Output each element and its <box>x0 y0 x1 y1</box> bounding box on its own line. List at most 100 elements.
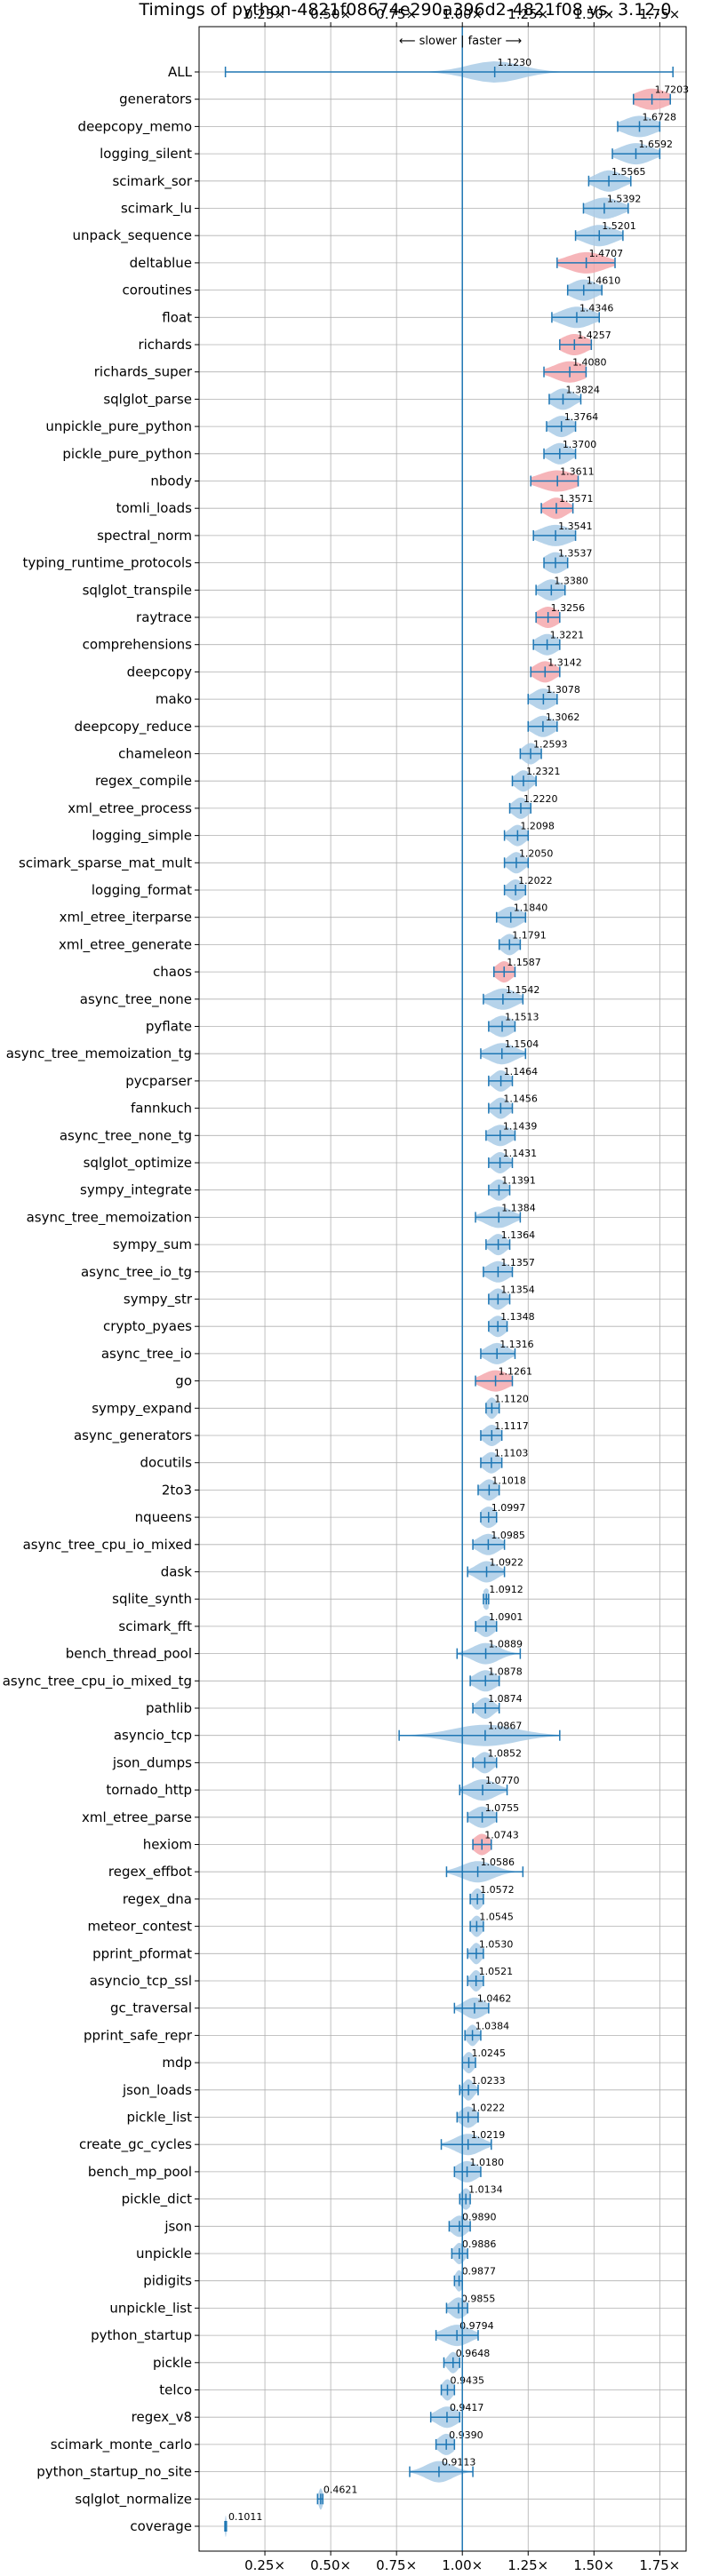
value-label: 1.2022 <box>518 875 553 886</box>
benchmark-label: mdp <box>162 2055 192 2071</box>
value-label: 1.2050 <box>519 847 554 859</box>
value-label: 0.9877 <box>462 2266 497 2278</box>
value-label: 1.3062 <box>546 712 580 723</box>
x-tick-label-top: 1.75× <box>639 6 680 22</box>
value-label: 1.1316 <box>499 1339 534 1350</box>
value-label: 1.1120 <box>494 1393 529 1404</box>
benchmark-label: sqlglot_optimize <box>84 1155 192 1172</box>
grid-layer <box>199 27 686 2551</box>
value-label: 1.4707 <box>589 248 624 259</box>
x-tick-label-top: 1.50× <box>573 6 614 22</box>
value-label: 1.3256 <box>551 602 586 614</box>
benchmark-label: async_generators <box>74 1427 192 1444</box>
value-label: 1.6728 <box>643 111 677 123</box>
value-label: 1.1439 <box>503 1120 538 1132</box>
benchmark-label: docutils <box>140 1455 193 1471</box>
benchmark-label: raytrace <box>136 609 192 625</box>
value-label: 1.4346 <box>579 302 614 314</box>
benchmark-label: regex_v8 <box>132 2409 192 2426</box>
benchmark-label: chameleon <box>118 746 192 762</box>
value-label: 1.1357 <box>500 1257 535 1268</box>
benchmark-label: scimark_sor <box>112 173 192 190</box>
value-label: 1.0245 <box>471 2047 506 2059</box>
benchmark-label: bench_thread_pool <box>66 1646 192 1663</box>
benchmark-label: float <box>162 309 192 325</box>
benchmark-label: pycparser <box>125 1073 193 1089</box>
x-tick-label-bottom: 1.00× <box>442 2557 483 2573</box>
value-label: 1.1542 <box>506 984 540 996</box>
value-label: 0.9890 <box>462 2211 497 2222</box>
value-label: 0.9417 <box>450 2402 483 2413</box>
benchmark-label: dask <box>161 1564 193 1580</box>
value-label: 1.0743 <box>484 1830 519 1841</box>
benchmark-label: scimark_lu <box>121 201 192 218</box>
benchmark-label: chaos <box>153 964 192 980</box>
benchmark-label: async_tree_cpu_io_mixed_tg <box>3 1673 192 1690</box>
x-tick-label-top: 1.00× <box>442 6 483 22</box>
value-label: 0.9886 <box>462 2238 497 2250</box>
benchmark-label: async_tree_io <box>101 1346 192 1363</box>
value-label: 1.0530 <box>479 1938 514 1950</box>
x-tick-label-bottom: 0.25× <box>244 2557 285 2573</box>
value-label: 1.0384 <box>475 2020 510 2031</box>
benchmark-label: nqueens <box>135 1509 192 1525</box>
value-label: 0.4621 <box>324 2484 358 2495</box>
violin-layer: 1.1230 1.7203 1.6728 1.6592 1.5565 1.5392 1.52… <box>224 27 689 2551</box>
benchmark-label: xml_etree_process <box>68 800 192 817</box>
value-label: 1.0985 <box>491 1530 525 1541</box>
benchmark-label: mako <box>156 691 192 707</box>
benchmark-label: xml_etree_iterparse <box>60 910 192 926</box>
x-tick-label-top: 0.75× <box>376 6 417 22</box>
benchmark-label: sympy_sum <box>113 1236 192 1253</box>
value-label: 1.0572 <box>480 1884 515 1896</box>
value-label: 1.3824 <box>565 384 600 395</box>
benchmark-label: 2to3 <box>162 1482 192 1498</box>
value-label: 0.9855 <box>461 2293 496 2304</box>
value-label: 1.0997 <box>491 1502 526 1514</box>
value-label: 1.3537 <box>558 548 593 560</box>
value-label: 1.0867 <box>488 1721 523 1732</box>
value-label: 1.3611 <box>560 466 595 478</box>
benchmark-label: pyflate <box>146 1019 192 1035</box>
value-label: 1.3571 <box>559 493 594 505</box>
value-label: 0.9794 <box>459 2320 494 2332</box>
value-label: 1.1364 <box>501 1229 536 1241</box>
value-label: 0.9648 <box>456 2348 491 2359</box>
x-tick-label-bottom: 1.50× <box>573 2557 614 2573</box>
value-label: 0.9390 <box>449 2429 483 2441</box>
value-label: 1.1791 <box>512 929 547 941</box>
benchmark-label: async_tree_memoization <box>27 1209 192 1226</box>
benchmark-label: spectral_norm <box>97 528 192 545</box>
value-label: 1.6592 <box>638 139 673 150</box>
benchmark-label: crypto_pyaes <box>103 1318 192 1335</box>
benchmark-label: sqlglot_parse <box>103 391 192 408</box>
value-label: 1.0219 <box>471 2129 506 2141</box>
value-label: 1.3221 <box>550 630 585 641</box>
value-label: 1.1431 <box>503 1148 538 1159</box>
chart-title: Timings of python-4821f08674e290a396d2-4… <box>138 0 671 20</box>
benchmark-label: sympy_str <box>124 1292 193 1308</box>
value-label: 1.2220 <box>523 793 558 805</box>
benchmark-label: python_startup <box>91 2327 192 2344</box>
value-label: 1.3541 <box>558 521 593 532</box>
value-label: 1.1117 <box>494 1420 529 1432</box>
benchmark-label: xml_etree_parse <box>82 1809 192 1826</box>
benchmark-label: pathlib <box>146 1700 192 1716</box>
benchmark-label: create_gc_cycles <box>79 2136 192 2153</box>
benchmark-label: scimark_monte_carlo <box>51 2437 192 2453</box>
value-label: 1.1230 <box>498 57 532 68</box>
benchmark-label: asyncio_tcp_ssl <box>90 1973 192 1990</box>
benchmark-label: pprint_pformat <box>92 1945 192 1962</box>
benchmark-label: deltablue <box>130 255 192 271</box>
benchmark-label: sqlglot_normalize <box>75 2491 192 2508</box>
value-label: 1.4080 <box>572 357 607 369</box>
benchmark-label: async_tree_none_tg <box>60 1127 192 1144</box>
benchmark-label: logging_simple <box>92 828 192 845</box>
benchmark-label: json <box>164 2218 192 2234</box>
benchmark-label: regex_compile <box>95 773 192 790</box>
x-tick-label-bottom: 1.25× <box>507 2557 548 2573</box>
value-label: 1.0912 <box>489 1584 523 1595</box>
benchmark-label: pidigits <box>143 2273 192 2289</box>
benchmark-label: ALL <box>168 64 193 80</box>
value-label: 0.1011 <box>228 2511 263 2523</box>
